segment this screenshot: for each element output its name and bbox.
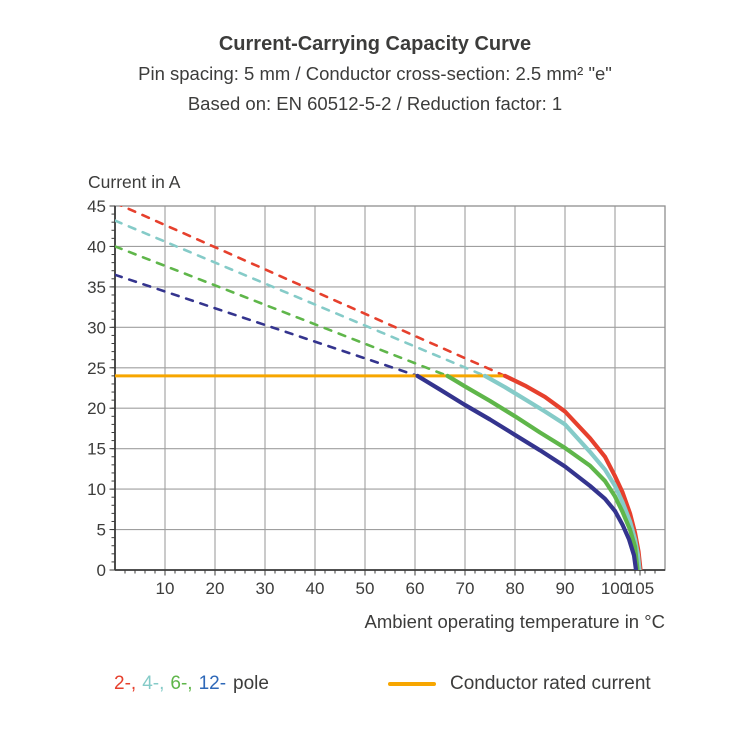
rated-current-line-swatch — [388, 682, 436, 686]
chart-subtitle-spec: Pin spacing: 5 mm / Conductor cross-sect… — [138, 63, 612, 84]
y-tick-label: 40 — [87, 237, 106, 256]
curve-dashed-12-pole — [115, 273, 419, 378]
y-tick-label: 5 — [97, 521, 106, 540]
chart-header: Current-Carrying Capacity Curve Pin spac… — [0, 34, 750, 113]
y-tick-label: 45 — [87, 197, 106, 216]
x-tick-label: 40 — [306, 579, 325, 598]
axes — [114, 206, 665, 571]
curve-dashed-2-pole — [119, 206, 507, 378]
curves — [115, 206, 643, 570]
chart-title: Current-Carrying Capacity Curve — [218, 33, 532, 55]
y-axis-title: Current in A — [88, 172, 181, 192]
curve-solid-4-pole — [482, 373, 642, 570]
x-tick-label: 80 — [506, 579, 525, 598]
plot-frame — [114, 205, 666, 571]
legend-pole-counts: 2-, 4-, 6-, 12- pole — [114, 673, 275, 695]
legend-pole-2-label: 2-, — [114, 673, 137, 694]
x-tick-label: 90 — [556, 579, 575, 598]
x-tick-label: 70 — [456, 579, 475, 598]
y-tick-labels: 0 5 10 15 20 25 30 35 40 45 — [87, 197, 106, 580]
y-tick-label: 20 — [87, 399, 106, 418]
legend-pole-6-label: 6-, — [170, 673, 193, 694]
y-tick-label: 30 — [87, 318, 106, 337]
curve-solid-6-pole — [445, 373, 640, 570]
y-tick-label: 10 — [87, 480, 106, 499]
legend-pole-suffix: pole — [233, 673, 269, 694]
y-tick-label: 0 — [97, 561, 106, 580]
y-tick-label: 25 — [87, 359, 106, 378]
x-tick-label: 100 — [601, 579, 629, 598]
y-tick-label: 35 — [87, 278, 106, 297]
curve-solid-12-pole — [415, 373, 639, 570]
x-tick-label: 105 — [626, 579, 654, 598]
legend-pole-12-label: 12- — [198, 673, 227, 694]
legend-pole-4-label: 4-, — [142, 673, 165, 694]
y-tick-label: 15 — [87, 440, 106, 459]
chart-subtitle-standard: Based on: EN 60512-5-2 / Reduction facto… — [187, 92, 563, 114]
x-tick-label: 10 — [156, 579, 175, 598]
x-tick-label: 20 — [206, 579, 225, 598]
x-tick-label: 30 — [256, 579, 275, 598]
x-axis-title: Ambient operating temperature in °C — [364, 611, 665, 632]
legend-rated-current: Conductor rated current — [388, 673, 651, 695]
x-tick-label: 60 — [406, 579, 425, 598]
curve-dashed-6-pole — [115, 245, 449, 378]
curve-dashed-4-pole — [115, 219, 487, 378]
x-tick-label: 50 — [356, 579, 375, 598]
axis-ticks — [109, 205, 656, 576]
rated-current-label: Conductor rated current — [450, 673, 651, 694]
gridlines — [115, 206, 665, 570]
